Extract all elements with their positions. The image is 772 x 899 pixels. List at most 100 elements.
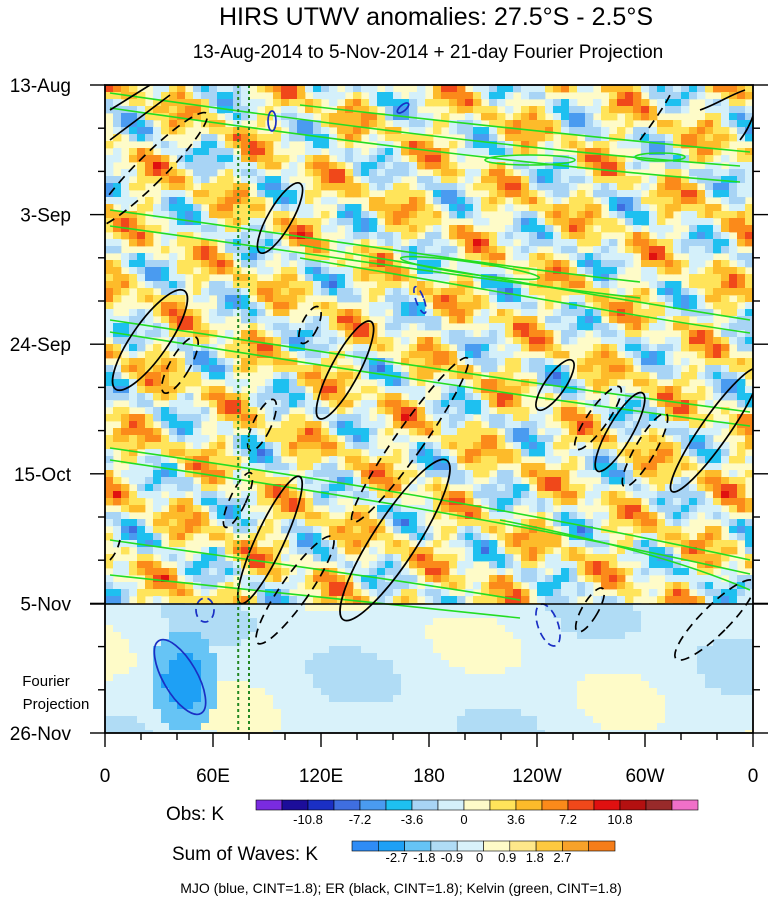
anomaly-cell [505, 225, 514, 233]
anomaly-cell [161, 379, 170, 387]
anomaly-cell [305, 99, 314, 107]
anomaly-cell [489, 582, 498, 590]
anomaly-cell [673, 365, 682, 373]
anomaly-cell [137, 120, 146, 128]
anomaly-cell [513, 491, 522, 499]
anomaly-cell [281, 463, 290, 471]
anomaly-cell [425, 428, 434, 436]
anomaly-cell [185, 435, 194, 443]
anomaly-cell [745, 393, 753, 401]
anomaly-cell [537, 568, 546, 576]
anomaly-cell [121, 407, 130, 415]
anomaly-cell [337, 533, 346, 541]
anomaly-cell [289, 323, 298, 331]
anomaly-cell [193, 288, 202, 296]
anomaly-cell [585, 456, 594, 464]
anomaly-cell [393, 218, 402, 226]
anomaly-cell [569, 393, 578, 401]
anomaly-cell [209, 169, 218, 177]
anomaly-cell [689, 253, 698, 261]
anomaly-cell [177, 225, 186, 233]
anomaly-cell [601, 176, 610, 184]
anomaly-cell [433, 456, 442, 464]
anomaly-cell [153, 372, 162, 380]
anomaly-cell [689, 92, 698, 100]
anomaly-cell [337, 575, 346, 583]
anomaly-cell [489, 435, 498, 443]
anomaly-cell [441, 337, 450, 345]
anomaly-cell [705, 498, 714, 506]
anomaly-cell [497, 407, 506, 415]
anomaly-cell [297, 127, 306, 135]
anomaly-cell [201, 225, 210, 233]
anomaly-cell [513, 449, 522, 457]
anomaly-cell [729, 197, 738, 205]
anomaly-cell [681, 596, 690, 604]
anomaly-cell [617, 358, 626, 366]
anomaly-cell [113, 365, 122, 373]
anomaly-cell [145, 561, 154, 569]
anomaly-cell [737, 127, 746, 135]
anomaly-cell [745, 85, 753, 93]
anomaly-cell [625, 421, 634, 429]
anomaly-cell [265, 575, 274, 583]
anomaly-cell [649, 407, 658, 415]
anomaly-cell [745, 330, 753, 338]
anomaly-cell [185, 372, 194, 380]
anomaly-cell [745, 582, 753, 590]
anomaly-cell [113, 295, 122, 303]
anomaly-cell [577, 554, 586, 562]
anomaly-cell [617, 169, 626, 177]
anomaly-cell [153, 365, 162, 373]
anomaly-cell [289, 197, 298, 205]
plot-area [105, 85, 753, 733]
anomaly-cell [497, 267, 506, 275]
anomaly-cell [561, 204, 570, 212]
anomaly-cell [161, 267, 170, 275]
anomaly-cell [521, 197, 530, 205]
anomaly-cell [201, 274, 210, 282]
anomaly-cell [545, 148, 554, 156]
anomaly-cell [185, 225, 194, 233]
anomaly-cell [121, 512, 130, 520]
anomaly-cell [425, 351, 434, 359]
anomaly-cell [393, 239, 402, 247]
anomaly-cell [385, 211, 394, 219]
anomaly-cell [513, 176, 522, 184]
anomaly-cell [721, 379, 730, 387]
anomaly-cell [521, 337, 530, 345]
anomaly-cell [265, 337, 274, 345]
anomaly-cell [417, 127, 426, 135]
anomaly-cell [745, 323, 753, 331]
anomaly-cell [297, 99, 306, 107]
anomaly-cell [737, 190, 746, 198]
anomaly-cell [137, 463, 146, 471]
anomaly-cell [289, 428, 298, 436]
anomaly-cell [737, 260, 746, 268]
anomaly-cell [529, 421, 538, 429]
anomaly-cell [449, 421, 458, 429]
anomaly-cell [585, 323, 594, 331]
anomaly-cell [689, 148, 698, 156]
anomaly-cell [385, 113, 394, 121]
anomaly-cell [313, 274, 322, 282]
anomaly-cell [673, 421, 682, 429]
anomaly-cell [401, 232, 410, 240]
anomaly-cell [169, 141, 178, 149]
anomaly-cell [697, 561, 706, 569]
anomaly-cell [585, 526, 594, 534]
anomaly-cell [273, 274, 282, 282]
anomaly-cell [257, 253, 266, 261]
anomaly-cell [721, 120, 730, 128]
projection-cell [489, 604, 498, 612]
anomaly-cell [473, 148, 482, 156]
anomaly-cell [153, 113, 162, 121]
anomaly-cell [689, 414, 698, 422]
anomaly-cell [553, 169, 562, 177]
anomaly-cell [449, 169, 458, 177]
anomaly-cell [601, 169, 610, 177]
anomaly-cell [689, 204, 698, 212]
anomaly-cell [609, 456, 618, 464]
anomaly-cell [449, 316, 458, 324]
anomaly-cell [281, 190, 290, 198]
